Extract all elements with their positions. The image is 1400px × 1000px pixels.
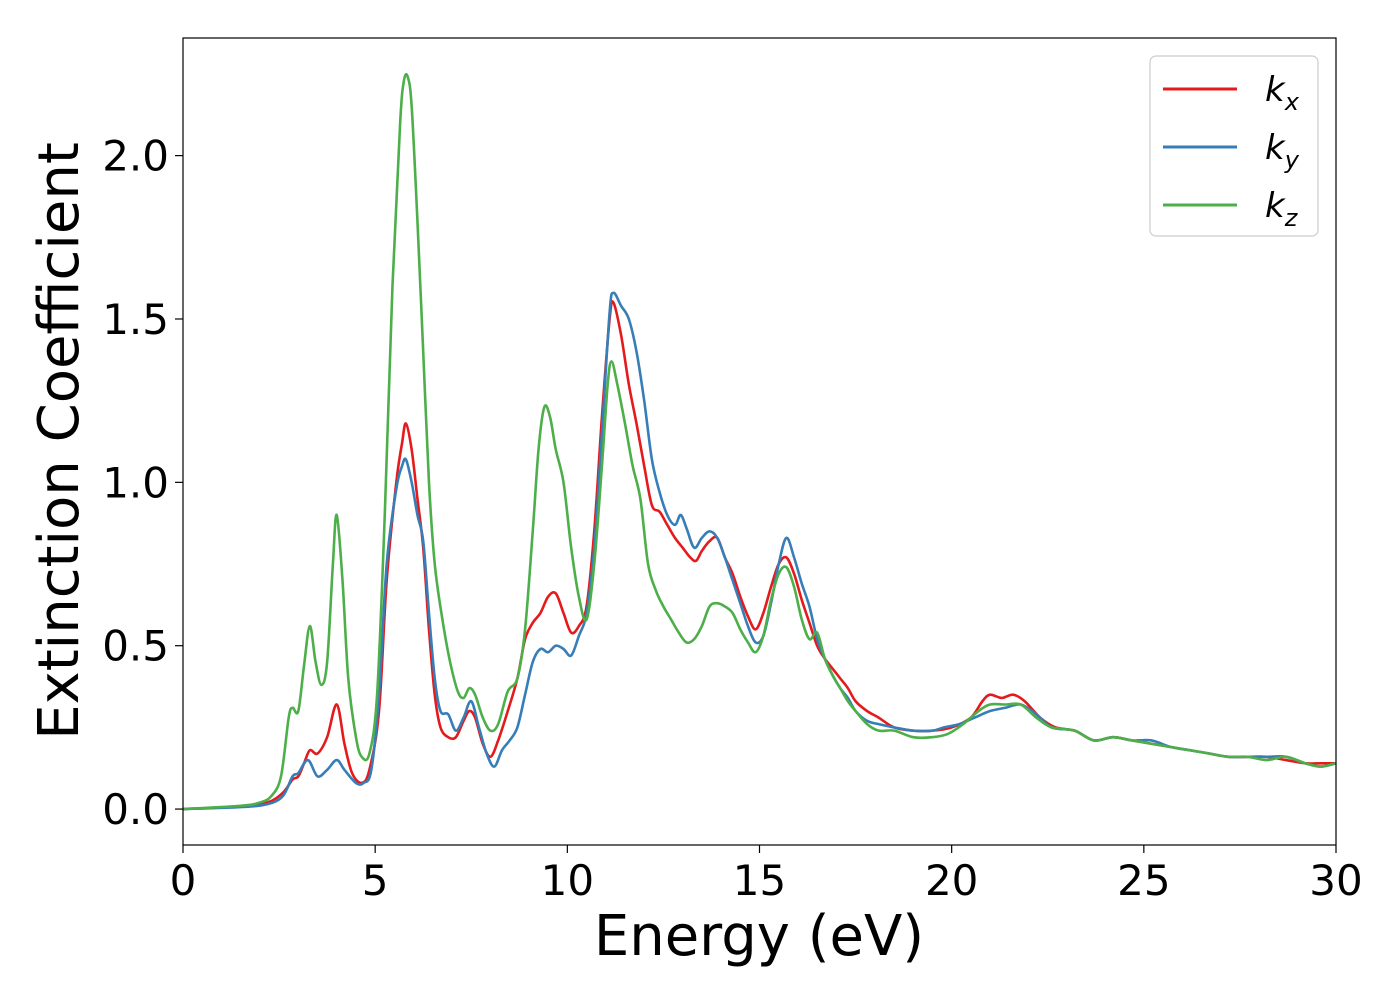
series-line-kz xyxy=(183,73,1336,811)
x-tick-label: 25 xyxy=(1117,856,1170,905)
x-tick-label: 0 xyxy=(170,856,197,905)
x-tick-label: 20 xyxy=(925,856,978,905)
x-tick-label: 15 xyxy=(733,856,786,905)
series-line-kx xyxy=(183,300,1336,811)
y-tick-label: 0.0 xyxy=(102,785,169,834)
x-axis-ticks: 0 5 10 15 20 25 30 xyxy=(170,845,1363,905)
y-axis-title: Extinction Coefficient xyxy=(27,142,92,740)
y-tick-label: 0.5 xyxy=(102,622,169,671)
plot-lines xyxy=(183,73,1336,811)
y-tick-label: 2.0 xyxy=(102,132,169,181)
x-tick-label: 10 xyxy=(541,856,594,905)
y-tick-label: 1.0 xyxy=(102,458,169,507)
series-line-ky xyxy=(183,291,1336,811)
legend-label-ky: ky xyxy=(1265,128,1300,174)
legend-label-kx: kx xyxy=(1265,70,1300,116)
x-axis-title: Energy (eV) xyxy=(594,904,924,969)
y-tick-label: 1.5 xyxy=(102,295,169,344)
x-tick-label: 30 xyxy=(1309,856,1362,905)
y-axis-ticks: 0.0 0.5 1.0 1.5 2.0 xyxy=(102,132,183,834)
x-tick-label: 5 xyxy=(362,856,389,905)
